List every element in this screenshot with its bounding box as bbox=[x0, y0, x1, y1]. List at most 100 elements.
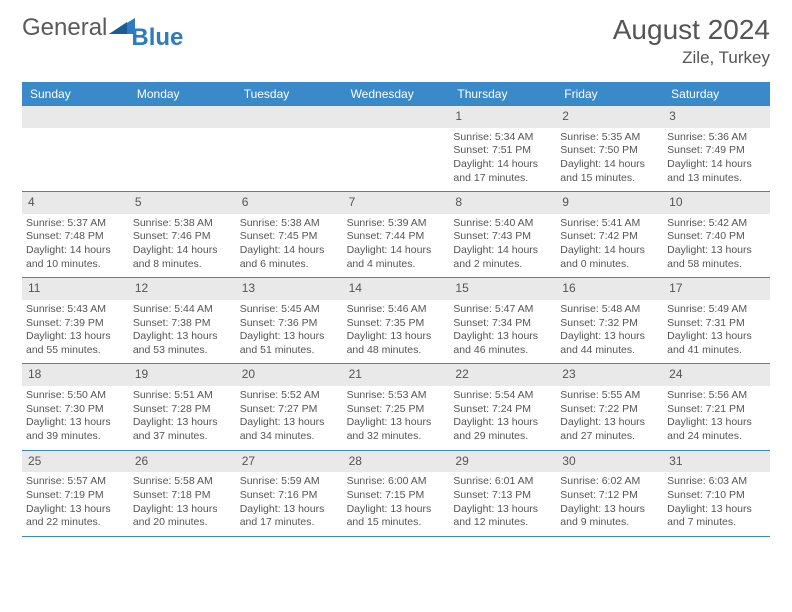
day-number bbox=[22, 106, 129, 128]
day-number: 24 bbox=[663, 364, 770, 386]
day-number: 14 bbox=[343, 278, 450, 300]
day-body: Sunrise: 5:37 AMSunset: 7:48 PMDaylight:… bbox=[22, 214, 129, 278]
day-header: Wednesday bbox=[343, 82, 450, 106]
week-row: 1Sunrise: 5:34 AMSunset: 7:51 PMDaylight… bbox=[22, 106, 770, 192]
sunset-text: Sunset: 7:39 PM bbox=[26, 317, 125, 331]
sunrise-text: Sunrise: 5:37 AM bbox=[26, 217, 125, 231]
daylight-text: Daylight: 14 hours and 2 minutes. bbox=[453, 244, 552, 271]
sunset-text: Sunset: 7:44 PM bbox=[347, 230, 446, 244]
daylight-text: Daylight: 13 hours and 27 minutes. bbox=[560, 416, 659, 443]
day-cell: 31Sunrise: 6:03 AMSunset: 7:10 PMDayligh… bbox=[663, 451, 770, 536]
daylight-text: Daylight: 13 hours and 44 minutes. bbox=[560, 330, 659, 357]
day-header: Tuesday bbox=[236, 82, 343, 106]
day-number: 13 bbox=[236, 278, 343, 300]
day-cell bbox=[129, 106, 236, 191]
day-number: 16 bbox=[556, 278, 663, 300]
day-number: 4 bbox=[22, 192, 129, 214]
day-cell: 20Sunrise: 5:52 AMSunset: 7:27 PMDayligh… bbox=[236, 364, 343, 449]
day-body: Sunrise: 5:58 AMSunset: 7:18 PMDaylight:… bbox=[129, 472, 236, 536]
day-body: Sunrise: 5:45 AMSunset: 7:36 PMDaylight:… bbox=[236, 300, 343, 364]
daylight-text: Daylight: 14 hours and 17 minutes. bbox=[453, 158, 552, 185]
sunset-text: Sunset: 7:48 PM bbox=[26, 230, 125, 244]
daylight-text: Daylight: 13 hours and 51 minutes. bbox=[240, 330, 339, 357]
day-body: Sunrise: 5:55 AMSunset: 7:22 PMDaylight:… bbox=[556, 386, 663, 450]
day-cell: 15Sunrise: 5:47 AMSunset: 7:34 PMDayligh… bbox=[449, 278, 556, 363]
sunrise-text: Sunrise: 5:36 AM bbox=[667, 131, 766, 145]
day-number: 10 bbox=[663, 192, 770, 214]
day-cell: 11Sunrise: 5:43 AMSunset: 7:39 PMDayligh… bbox=[22, 278, 129, 363]
daylight-text: Daylight: 14 hours and 0 minutes. bbox=[560, 244, 659, 271]
sunset-text: Sunset: 7:22 PM bbox=[560, 403, 659, 417]
sunset-text: Sunset: 7:35 PM bbox=[347, 317, 446, 331]
day-cell: 28Sunrise: 6:00 AMSunset: 7:15 PMDayligh… bbox=[343, 451, 450, 536]
day-number bbox=[236, 106, 343, 128]
day-number: 21 bbox=[343, 364, 450, 386]
day-number: 20 bbox=[236, 364, 343, 386]
day-body: Sunrise: 5:39 AMSunset: 7:44 PMDaylight:… bbox=[343, 214, 450, 278]
day-number: 31 bbox=[663, 451, 770, 473]
sunrise-text: Sunrise: 5:54 AM bbox=[453, 389, 552, 403]
day-cell: 5Sunrise: 5:38 AMSunset: 7:46 PMDaylight… bbox=[129, 192, 236, 277]
day-body: Sunrise: 5:57 AMSunset: 7:19 PMDaylight:… bbox=[22, 472, 129, 536]
day-number: 12 bbox=[129, 278, 236, 300]
day-header: Monday bbox=[129, 82, 236, 106]
day-number: 1 bbox=[449, 106, 556, 128]
sunset-text: Sunset: 7:30 PM bbox=[26, 403, 125, 417]
day-number: 15 bbox=[449, 278, 556, 300]
weeks-container: 1Sunrise: 5:34 AMSunset: 7:51 PMDaylight… bbox=[22, 106, 770, 537]
sunset-text: Sunset: 7:49 PM bbox=[667, 144, 766, 158]
sunrise-text: Sunrise: 5:40 AM bbox=[453, 217, 552, 231]
sunrise-text: Sunrise: 5:39 AM bbox=[347, 217, 446, 231]
day-body: Sunrise: 6:01 AMSunset: 7:13 PMDaylight:… bbox=[449, 472, 556, 536]
sunset-text: Sunset: 7:45 PM bbox=[240, 230, 339, 244]
day-cell: 14Sunrise: 5:46 AMSunset: 7:35 PMDayligh… bbox=[343, 278, 450, 363]
day-body: Sunrise: 6:00 AMSunset: 7:15 PMDaylight:… bbox=[343, 472, 450, 536]
day-body: Sunrise: 5:56 AMSunset: 7:21 PMDaylight:… bbox=[663, 386, 770, 450]
sunrise-text: Sunrise: 5:45 AM bbox=[240, 303, 339, 317]
sunset-text: Sunset: 7:31 PM bbox=[667, 317, 766, 331]
day-cell: 21Sunrise: 5:53 AMSunset: 7:25 PMDayligh… bbox=[343, 364, 450, 449]
day-number: 8 bbox=[449, 192, 556, 214]
day-number: 25 bbox=[22, 451, 129, 473]
day-number: 9 bbox=[556, 192, 663, 214]
sunset-text: Sunset: 7:46 PM bbox=[133, 230, 232, 244]
sunset-text: Sunset: 7:28 PM bbox=[133, 403, 232, 417]
sunrise-text: Sunrise: 5:56 AM bbox=[667, 389, 766, 403]
day-body: Sunrise: 5:48 AMSunset: 7:32 PMDaylight:… bbox=[556, 300, 663, 364]
sunrise-text: Sunrise: 5:59 AM bbox=[240, 475, 339, 489]
sunrise-text: Sunrise: 5:43 AM bbox=[26, 303, 125, 317]
day-cell: 16Sunrise: 5:48 AMSunset: 7:32 PMDayligh… bbox=[556, 278, 663, 363]
daylight-text: Daylight: 13 hours and 46 minutes. bbox=[453, 330, 552, 357]
day-body: Sunrise: 5:46 AMSunset: 7:35 PMDaylight:… bbox=[343, 300, 450, 364]
day-cell: 19Sunrise: 5:51 AMSunset: 7:28 PMDayligh… bbox=[129, 364, 236, 449]
day-cell: 30Sunrise: 6:02 AMSunset: 7:12 PMDayligh… bbox=[556, 451, 663, 536]
sunrise-text: Sunrise: 5:46 AM bbox=[347, 303, 446, 317]
logo-text-general: General bbox=[22, 14, 107, 42]
day-cell: 24Sunrise: 5:56 AMSunset: 7:21 PMDayligh… bbox=[663, 364, 770, 449]
sunset-text: Sunset: 7:15 PM bbox=[347, 489, 446, 503]
day-cell: 1Sunrise: 5:34 AMSunset: 7:51 PMDaylight… bbox=[449, 106, 556, 191]
day-cell: 8 Sunrise: 5:40 AMSunset: 7:43 PMDaylight… bbox=[449, 192, 556, 277]
daylight-text: Daylight: 14 hours and 13 minutes. bbox=[667, 158, 766, 185]
day-number: 5 bbox=[129, 192, 236, 214]
week-row: 4Sunrise: 5:37 AMSunset: 7:48 PMDaylight… bbox=[22, 192, 770, 278]
logo-text-blue: Blue bbox=[131, 24, 183, 52]
day-number: 11 bbox=[22, 278, 129, 300]
daylight-text: Daylight: 13 hours and 7 minutes. bbox=[667, 503, 766, 530]
sunset-text: Sunset: 7:40 PM bbox=[667, 230, 766, 244]
day-header: Sunday bbox=[22, 82, 129, 106]
day-body: Sunrise: 5:47 AMSunset: 7:34 PMDaylight:… bbox=[449, 300, 556, 364]
sunrise-text: Sunrise: 5:38 AM bbox=[133, 217, 232, 231]
week-row: 11 Sunrise: 5:43 AMSunset: 7:39 PM Dayligh… bbox=[22, 278, 770, 364]
month-title: August 2024 bbox=[613, 14, 770, 46]
sunset-text: Sunset: 7:43 PM bbox=[453, 230, 552, 244]
day-cell: 17Sunrise: 5:49 AMSunset: 7:31 PMDayligh… bbox=[663, 278, 770, 363]
sunrise-text: Sunrise: 5:42 AM bbox=[667, 217, 766, 231]
sunrise-text: Sunrise: 6:00 AM bbox=[347, 475, 446, 489]
day-cell: 25Sunrise: 5:57 AMSunset: 7:19 PMDayligh… bbox=[22, 451, 129, 536]
day-body bbox=[236, 128, 343, 188]
header-right: August 2024 Zile, Turkey bbox=[613, 14, 770, 68]
day-number: 22 bbox=[449, 364, 556, 386]
day-cell: 18Sunrise: 5:50 AMSunset: 7:30 PMDayligh… bbox=[22, 364, 129, 449]
daylight-text: Daylight: 13 hours and 53 minutes. bbox=[133, 330, 232, 357]
